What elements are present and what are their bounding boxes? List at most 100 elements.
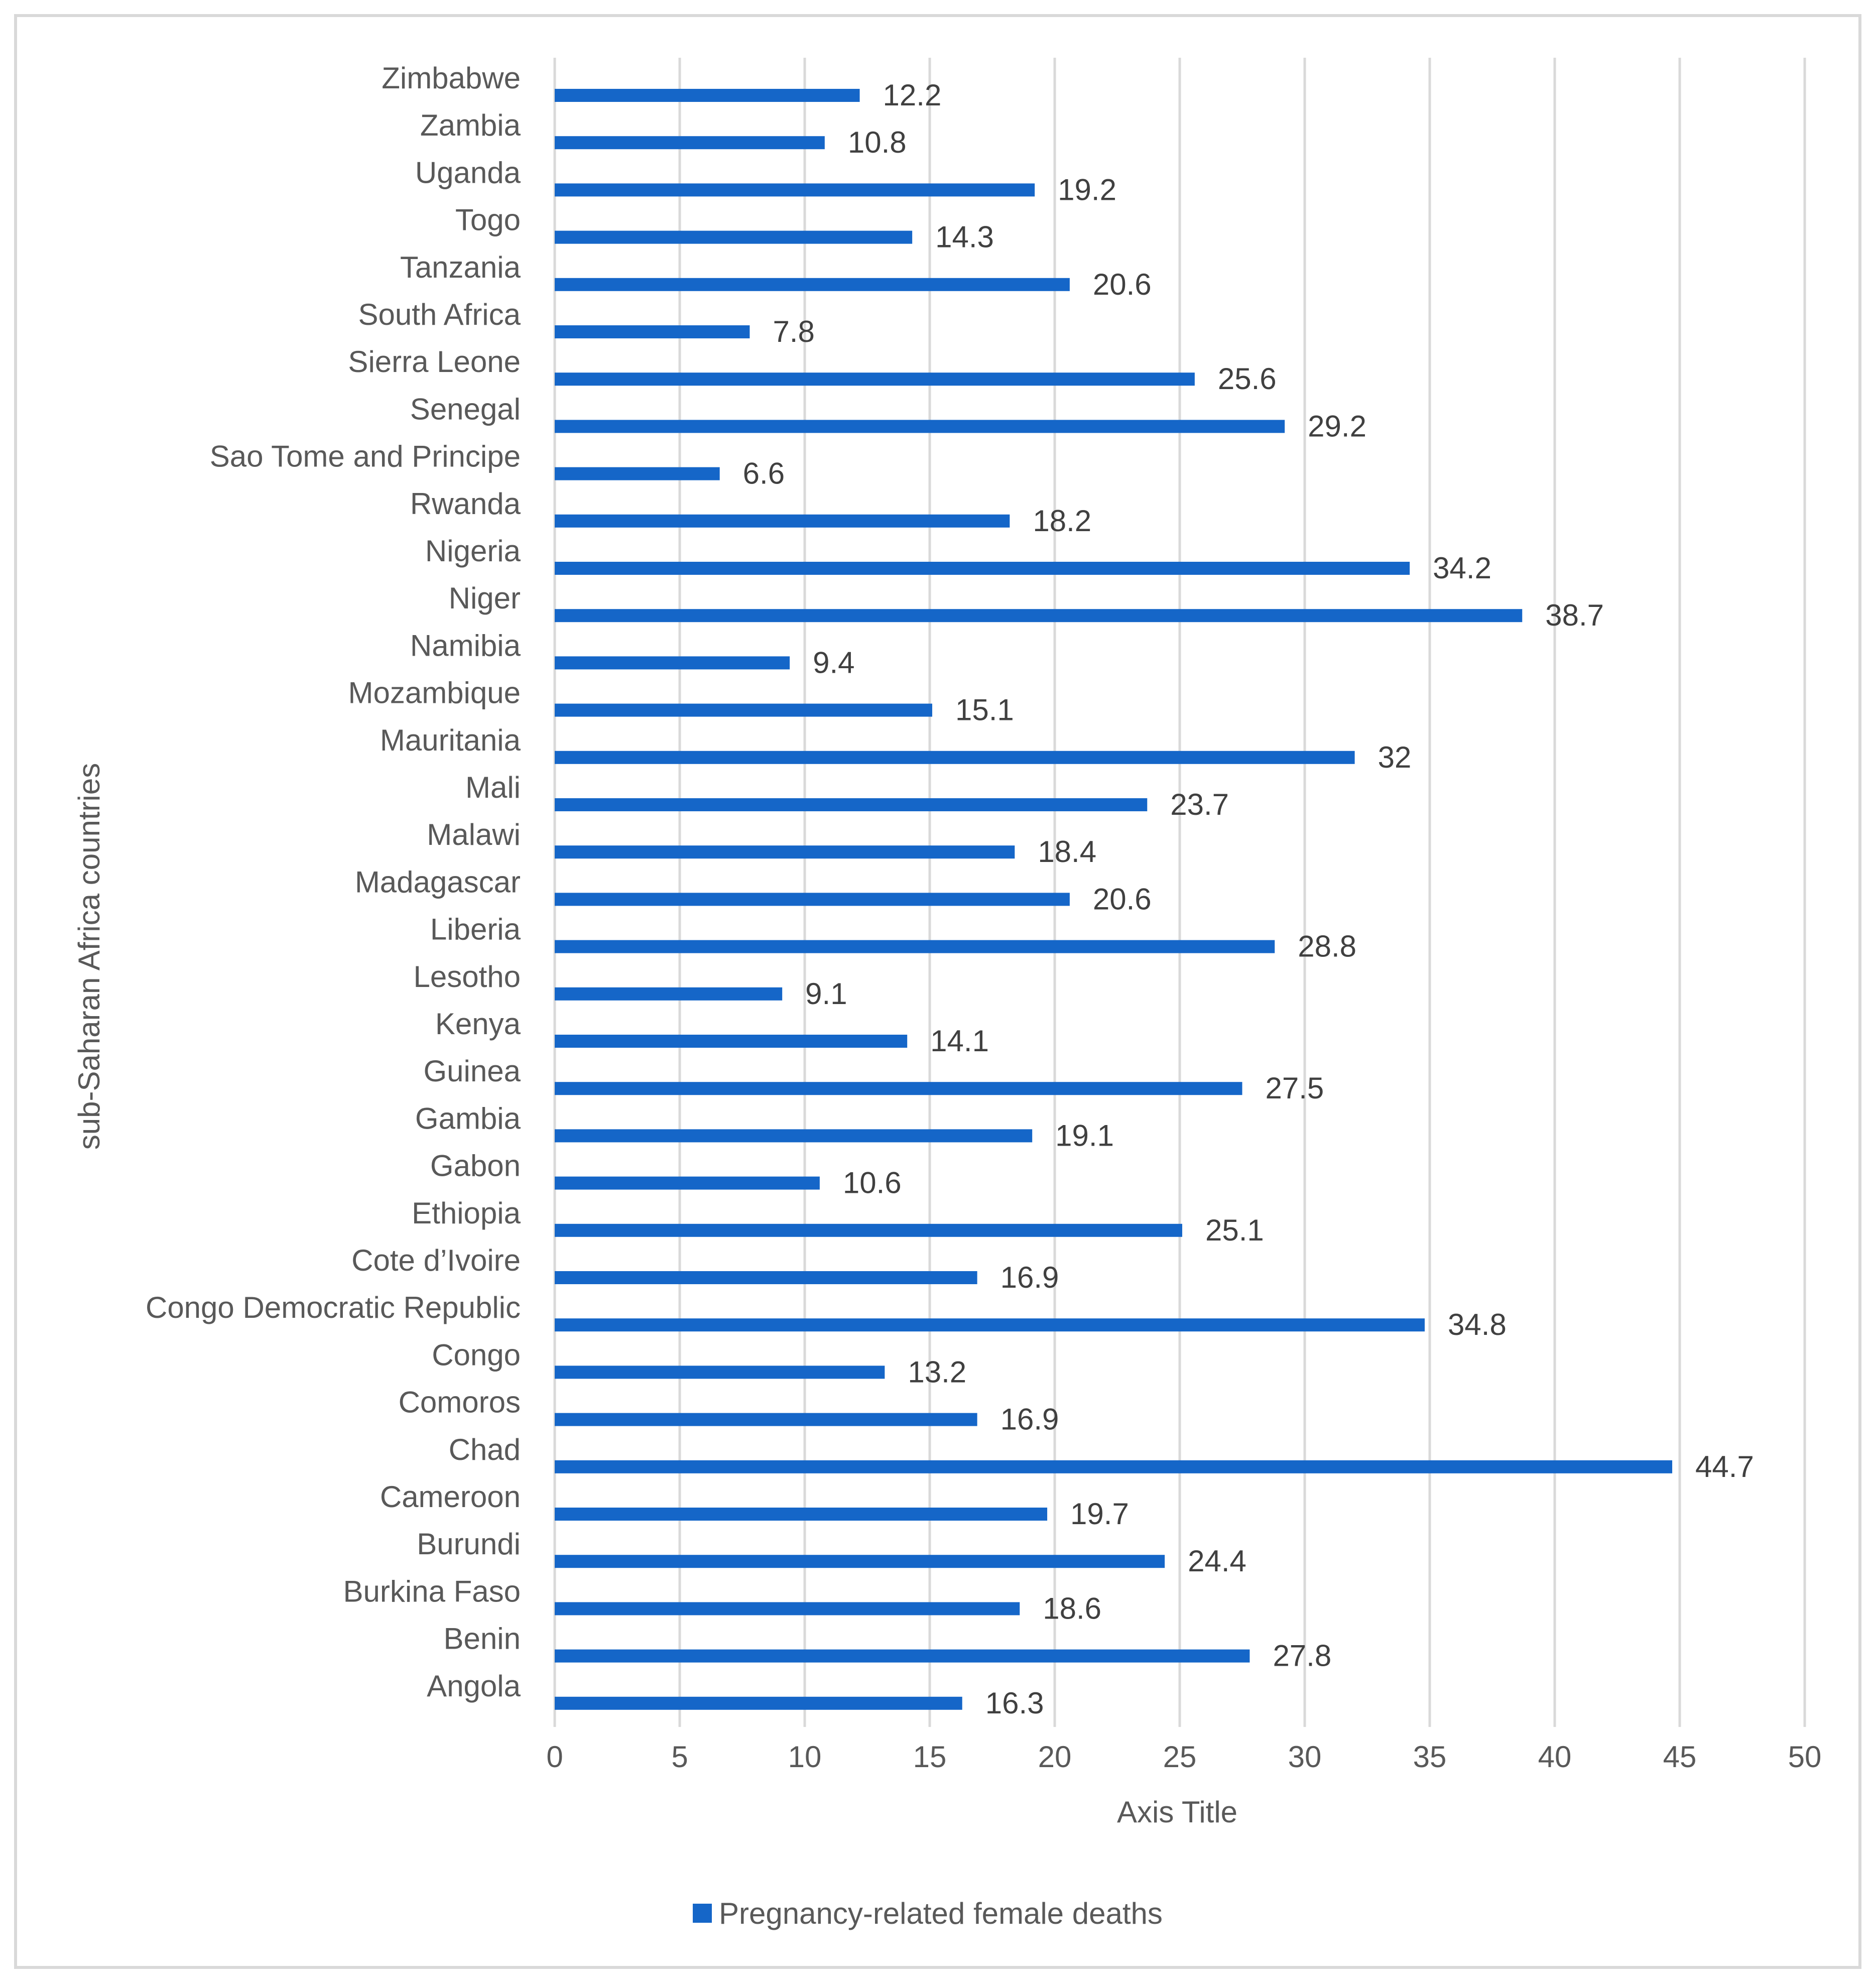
bar [555, 1366, 885, 1379]
bar [555, 230, 913, 244]
data-label: 19.7 [1070, 1497, 1129, 1531]
data-label: 18.6 [1043, 1591, 1101, 1625]
bar [555, 183, 1035, 197]
x-tick-label: 5 [671, 1740, 688, 1774]
bar [555, 751, 1355, 764]
bar [555, 467, 720, 480]
data-label: 10.8 [848, 126, 907, 159]
x-tick-label: 35 [1413, 1740, 1447, 1774]
bar [555, 987, 783, 1001]
x-tick-label: 50 [1788, 1740, 1822, 1774]
bar [555, 1460, 1673, 1473]
category-label: Namibia [410, 629, 521, 662]
category-label: Burundi [417, 1527, 521, 1561]
data-label: 28.8 [1298, 930, 1356, 963]
data-label: 44.7 [1695, 1450, 1754, 1483]
x-axis-ticks: 0 5 10 15 20 25 30 35 40 45 50 [546, 1740, 1821, 1774]
category-label: Sao Tome and Principe [210, 440, 521, 473]
category-label: Gabon [430, 1149, 521, 1183]
category-label: Madagascar [355, 865, 521, 899]
y-axis-title: sub-Saharan Africa countries [72, 763, 106, 1150]
category-label: Chad [449, 1433, 521, 1466]
bar [555, 656, 790, 670]
category-label: Zambia [420, 108, 521, 142]
legend-label: Pregnancy-related female deaths [719, 1897, 1163, 1930]
category-label: Togo [455, 203, 521, 237]
data-label: 13.2 [908, 1355, 966, 1389]
category-label: Comoros [399, 1386, 521, 1419]
category-label: Angola [427, 1669, 521, 1703]
data-label: 27.5 [1266, 1071, 1324, 1105]
x-tick-label: 40 [1538, 1740, 1572, 1774]
category-label: Rwanda [410, 487, 521, 521]
data-label: 16.9 [1000, 1261, 1059, 1294]
bar [555, 798, 1148, 811]
category-label: Sierra Leone [348, 345, 521, 379]
bar [555, 609, 1523, 623]
category-label: Mozambique [348, 676, 521, 710]
legend: Pregnancy-related female deaths [693, 1897, 1163, 1930]
data-label: 20.6 [1093, 882, 1152, 916]
data-label: 19.2 [1058, 173, 1116, 206]
bar [555, 373, 1195, 386]
bar [555, 1271, 977, 1284]
data-label: 10.6 [843, 1166, 902, 1200]
data-label: 25.6 [1218, 362, 1277, 396]
data-label: 25.1 [1205, 1213, 1264, 1247]
bar [555, 1318, 1425, 1332]
category-label: Guinea [424, 1054, 521, 1088]
category-label: Liberia [430, 913, 521, 946]
category-label: Benin [444, 1622, 521, 1656]
bar [555, 845, 1015, 859]
bar [555, 1555, 1165, 1568]
data-label: 14.1 [930, 1024, 989, 1058]
x-tick-label: 20 [1038, 1740, 1072, 1774]
bar [555, 420, 1285, 433]
gridlines [553, 58, 1806, 1727]
data-label: 12.2 [883, 78, 942, 112]
data-label: 27.8 [1273, 1639, 1331, 1673]
category-label: Kenya [435, 1007, 521, 1041]
bar [555, 703, 932, 717]
bar [555, 1696, 962, 1710]
bar [555, 1508, 1048, 1521]
data-label: 18.4 [1038, 835, 1096, 869]
bar [555, 1413, 977, 1426]
bar [555, 1649, 1250, 1663]
bar [555, 940, 1275, 953]
category-label: Congo [432, 1338, 521, 1372]
data-label: 24.4 [1188, 1544, 1246, 1578]
bar [555, 1176, 820, 1190]
data-label: 23.7 [1170, 788, 1229, 821]
category-label: South Africa [358, 298, 521, 331]
bar [555, 1082, 1242, 1095]
bar [555, 562, 1410, 575]
category-label: Gambia [415, 1101, 521, 1135]
category-label: Burkina Faso [343, 1574, 521, 1608]
x-tick-label: 45 [1663, 1740, 1697, 1774]
category-label: Nigeria [425, 534, 521, 568]
bar [555, 893, 1070, 906]
x-tick-label: 10 [788, 1740, 822, 1774]
category-label: Cote d’Ivoire [351, 1244, 521, 1277]
category-label: Senegal [410, 392, 521, 426]
data-label: 18.2 [1033, 504, 1091, 538]
category-label: Ethiopia [412, 1196, 521, 1230]
bar [555, 325, 750, 338]
category-label: Lesotho [413, 960, 521, 994]
data-label: 14.3 [935, 220, 994, 254]
x-tick-label: 0 [546, 1740, 563, 1774]
data-label: 32 [1378, 740, 1412, 774]
category-label: Congo Democratic Republic [146, 1291, 521, 1324]
data-label: 9.4 [813, 646, 854, 679]
data-label: 7.8 [773, 315, 814, 348]
data-label: 15.1 [955, 693, 1014, 727]
data-label: 38.7 [1545, 598, 1604, 632]
legend-swatch [693, 1904, 712, 1923]
x-tick-label: 25 [1163, 1740, 1197, 1774]
x-axis-title: Axis Title [1117, 1795, 1237, 1829]
data-label: 29.2 [1308, 409, 1366, 443]
category-labels: Zimbabwe Zambia Uganda Togo Tanzania South Af… [146, 61, 521, 1703]
category-label: Malawi [427, 818, 521, 851]
